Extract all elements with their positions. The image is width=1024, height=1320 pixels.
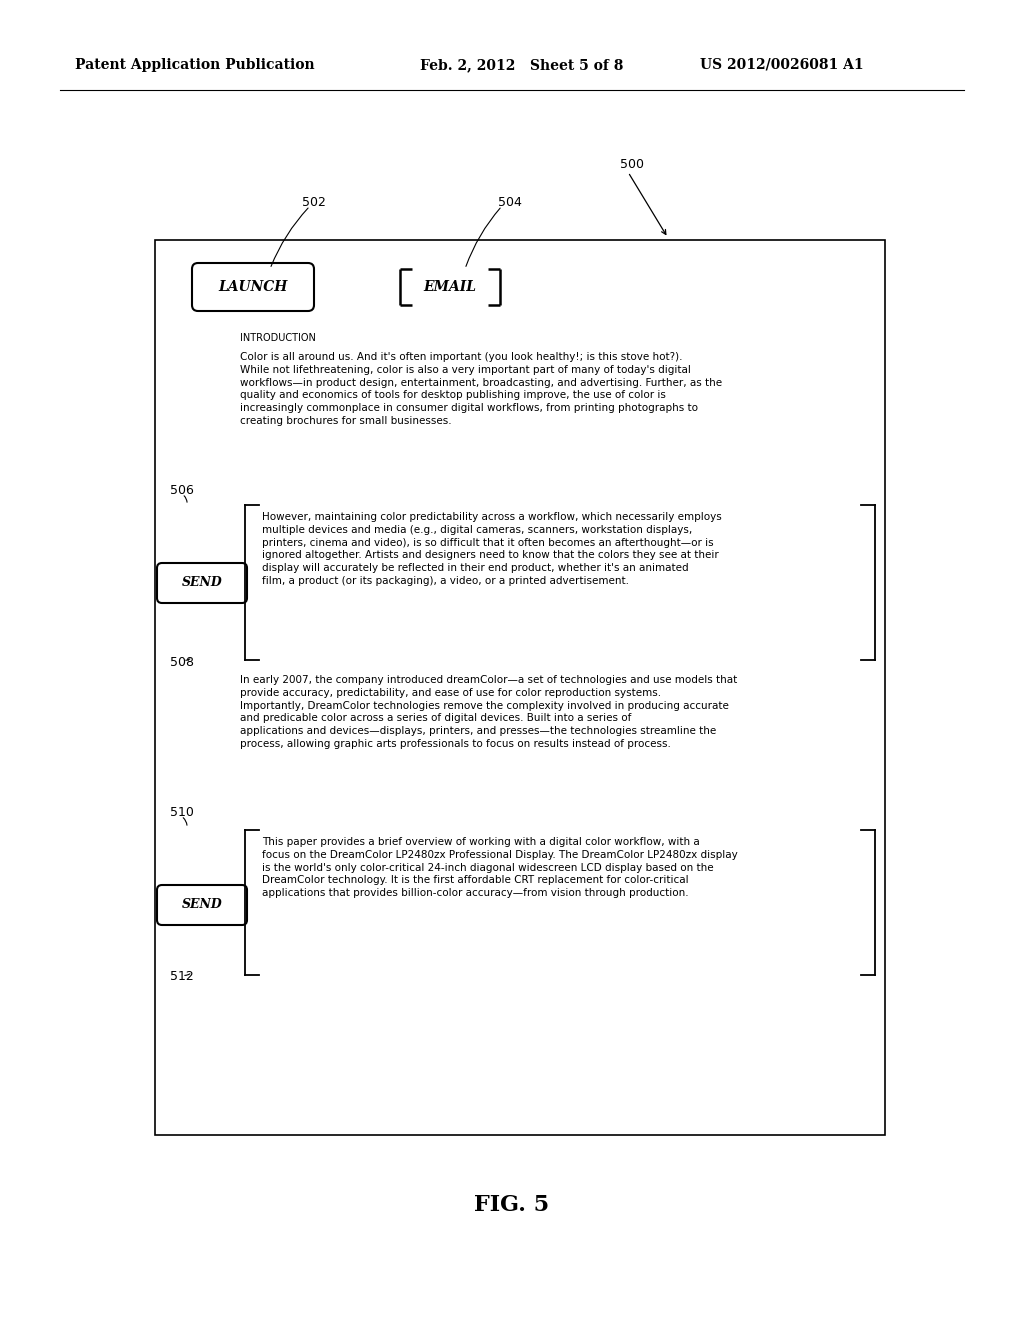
Text: Feb. 2, 2012   Sheet 5 of 8: Feb. 2, 2012 Sheet 5 of 8 (420, 58, 624, 73)
FancyBboxPatch shape (157, 884, 247, 925)
Text: However, maintaining color predictability across a workflow, which necessarily e: However, maintaining color predictabilit… (262, 512, 722, 586)
Text: 504: 504 (498, 195, 522, 209)
Text: LAUNCH: LAUNCH (218, 280, 288, 294)
Text: 512: 512 (170, 970, 194, 983)
Text: This paper provides a brief overview of working with a digital color workflow, w: This paper provides a brief overview of … (262, 837, 737, 898)
FancyBboxPatch shape (155, 240, 885, 1135)
Text: SEND: SEND (181, 899, 222, 912)
Text: EMAIL: EMAIL (424, 280, 476, 294)
FancyBboxPatch shape (193, 263, 314, 312)
Text: 508: 508 (170, 656, 194, 668)
FancyBboxPatch shape (157, 564, 247, 603)
Text: US 2012/0026081 A1: US 2012/0026081 A1 (700, 58, 863, 73)
Text: 510: 510 (170, 805, 194, 818)
Text: INTRODUCTION: INTRODUCTION (240, 333, 315, 343)
Text: 506: 506 (170, 483, 194, 496)
Text: 500: 500 (620, 158, 644, 172)
Text: 502: 502 (302, 195, 326, 209)
Text: In early 2007, the company introduced dreamColor—a set of technologies and use m: In early 2007, the company introduced dr… (240, 675, 737, 748)
Text: FIG. 5: FIG. 5 (474, 1195, 550, 1216)
Text: Patent Application Publication: Patent Application Publication (75, 58, 314, 73)
Text: Color is all around us. And it's often important (you look healthy!; is this sto: Color is all around us. And it's often i… (240, 352, 722, 426)
Text: SEND: SEND (181, 577, 222, 590)
